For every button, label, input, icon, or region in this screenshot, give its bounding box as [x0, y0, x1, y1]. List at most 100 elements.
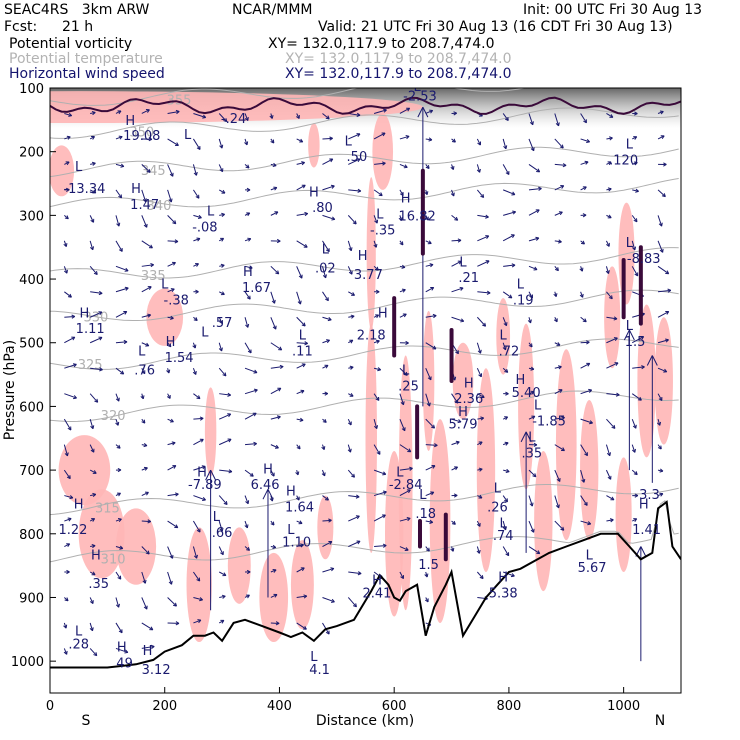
wind-vector [606, 337, 618, 344]
hl-marker: L [376, 208, 384, 223]
wind-arrowhead [356, 112, 361, 117]
theta-contour-label: 335 [141, 269, 166, 284]
wind-vector-layer [63, 106, 672, 662]
wind-arrowhead [92, 492, 97, 498]
wind-arrowhead [351, 473, 355, 478]
wind-vector [193, 393, 201, 400]
hl-marker: L [500, 329, 508, 344]
wind-vector [528, 520, 535, 533]
wind-vector [115, 240, 123, 252]
tropopause-line [50, 96, 681, 115]
wind-arrowhead [221, 594, 226, 599]
hl-marker: 5.79 [449, 418, 478, 433]
wind-arrowhead [560, 526, 565, 531]
wind-arrowhead [301, 161, 305, 166]
wind-arrowhead [425, 547, 430, 552]
wind-vector [631, 215, 638, 223]
wind-arrowhead [270, 472, 275, 477]
wind-arrowhead [536, 550, 541, 555]
wind-vector [90, 291, 103, 294]
wind-vector [347, 240, 352, 251]
wind-arrowhead [175, 109, 180, 115]
wind-arrowhead [299, 138, 304, 143]
wind-arrowhead [119, 545, 124, 550]
wind-arrowhead [512, 210, 517, 215]
wind-arrowhead [382, 543, 387, 548]
wind-vector [373, 189, 383, 197]
wind-vector [244, 367, 258, 374]
wind-arrowhead [297, 300, 302, 305]
hl-marker: L [345, 134, 353, 149]
hl-marker: H [197, 465, 207, 480]
wind-vector [606, 316, 618, 320]
wind-vector [322, 519, 332, 522]
wind-vector [657, 289, 671, 293]
wind-arrowhead [479, 575, 484, 580]
wind-vector [63, 469, 71, 479]
wind-arrowhead [195, 194, 200, 199]
wind-vector [167, 520, 179, 529]
hl-marker: -.35 [370, 223, 395, 238]
wind-arrowhead [169, 172, 174, 177]
pv-shaded-region [476, 368, 496, 572]
wind-arrowhead [347, 421, 352, 426]
wind-vector [296, 363, 306, 369]
wind-arrowhead [148, 244, 153, 249]
wind-arrowhead [64, 597, 69, 602]
wind-arrowhead [400, 401, 405, 406]
wind-vector [451, 260, 462, 267]
pv-shaded-region [654, 317, 673, 445]
wind-vector [270, 444, 279, 449]
wind-arrowhead [399, 241, 404, 246]
wind-vector [115, 622, 123, 634]
wind-arrowhead [304, 341, 308, 346]
wind-arrowhead [556, 477, 561, 482]
wind-vector [322, 291, 329, 301]
wind-vector [657, 339, 669, 344]
wind-arrowhead [140, 395, 145, 400]
wind-vector [89, 311, 103, 318]
organization-label: NCAR/MMM [232, 2, 313, 18]
wind-arrowhead [424, 191, 429, 196]
wind-vector [373, 240, 377, 248]
wind-arrowhead [641, 365, 645, 370]
wind-vector [141, 240, 153, 249]
wind-vector [399, 367, 408, 376]
hl-marker: 1.22 [58, 523, 87, 538]
wind-arrowhead [579, 293, 584, 298]
wind-arrowhead [557, 365, 562, 370]
terrain-profile [50, 500, 681, 669]
wind-arrowhead [141, 419, 146, 424]
y-tick-label: 1000 [11, 655, 44, 670]
pv-shaded-region [58, 435, 111, 506]
pv-shaded-region [259, 552, 289, 643]
wind-arrowhead [553, 318, 558, 323]
y-tick-label: 200 [19, 146, 44, 161]
hl-marker: H [498, 571, 508, 586]
wind-vector [399, 107, 410, 114]
wind-vector [193, 112, 206, 118]
wind-arrowhead [429, 263, 434, 268]
y-axis-ticks: 100 200 300 400 500 600 700 800 900 1000 [11, 82, 56, 670]
wind-vector [477, 235, 489, 242]
wind-arrowhead [430, 286, 435, 291]
wind-arrowhead [92, 470, 97, 474]
wind-arrowhead [66, 543, 71, 547]
wind-vector [477, 291, 491, 294]
wind-arrowhead [349, 393, 354, 397]
wind-vector [218, 113, 228, 122]
wind-vector [296, 342, 308, 344]
wind-arrowhead [63, 243, 68, 247]
wind-arrowhead [63, 624, 68, 629]
wind-arrowhead [352, 220, 357, 225]
wind-arrowhead [502, 526, 507, 531]
wind-arrowhead [586, 362, 591, 367]
wind-vector [244, 138, 248, 146]
wind-arrowhead [270, 521, 275, 526]
wind-arrowhead [248, 265, 253, 270]
wind-arrowhead [633, 518, 638, 522]
hl-marker: H [143, 644, 153, 659]
wind-vector [348, 495, 360, 498]
wind-arrowhead [558, 239, 562, 244]
wind-arrowhead [460, 318, 465, 323]
